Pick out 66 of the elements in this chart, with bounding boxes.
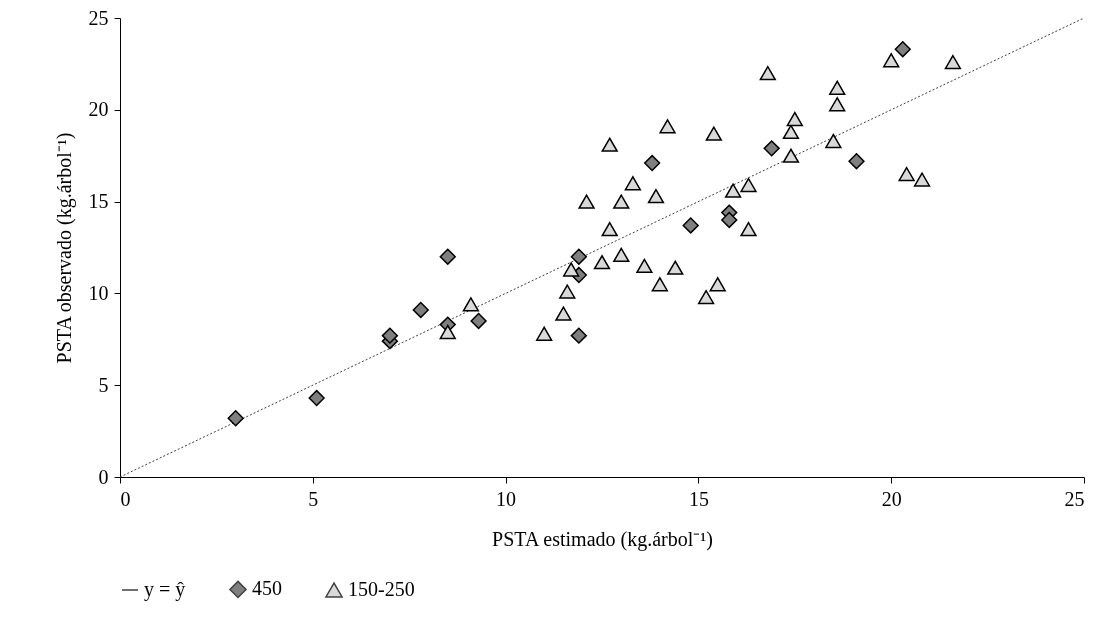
point bbox=[848, 153, 865, 170]
y-tick-label: 10 bbox=[88, 281, 109, 304]
point bbox=[709, 277, 726, 292]
point bbox=[470, 312, 487, 330]
point bbox=[782, 148, 800, 163]
x-tick-label: 25 bbox=[1064, 487, 1085, 510]
point bbox=[578, 194, 595, 209]
point bbox=[740, 221, 757, 237]
x-tick-label: 0 bbox=[120, 487, 131, 510]
point bbox=[308, 389, 325, 407]
point bbox=[697, 289, 715, 305]
point bbox=[462, 297, 480, 312]
y-tick-label: 15 bbox=[88, 190, 109, 213]
point bbox=[829, 80, 846, 95]
y-tick-label: 25 bbox=[88, 6, 109, 29]
legend-label: 150-250 bbox=[348, 578, 415, 600]
point bbox=[651, 277, 669, 292]
point bbox=[763, 140, 780, 157]
point bbox=[724, 183, 742, 198]
legend-label: 450 bbox=[252, 577, 282, 600]
point bbox=[601, 221, 618, 237]
point bbox=[636, 258, 653, 274]
point bbox=[667, 260, 684, 275]
x-tick-label: 20 bbox=[881, 487, 902, 510]
point bbox=[883, 53, 900, 68]
point bbox=[705, 126, 722, 141]
x-tick-label: 10 bbox=[496, 487, 517, 510]
point bbox=[829, 97, 846, 112]
point bbox=[381, 327, 399, 344]
x-axis-title: PSTA estimado (kg.árbol⁻¹) bbox=[492, 527, 713, 551]
point bbox=[535, 326, 553, 341]
point bbox=[944, 54, 962, 70]
point bbox=[721, 211, 738, 229]
point bbox=[439, 324, 456, 340]
point bbox=[570, 327, 588, 344]
legend-label: y = ŷ bbox=[144, 578, 186, 601]
point bbox=[759, 65, 776, 81]
point bbox=[562, 262, 580, 277]
point bbox=[613, 247, 630, 263]
x-tick-label: 5 bbox=[308, 487, 319, 510]
point bbox=[624, 176, 642, 191]
point bbox=[613, 194, 630, 209]
y-axis-title: PSTA observado (kg.árbol⁻¹) bbox=[52, 132, 76, 364]
point bbox=[227, 410, 244, 427]
point bbox=[412, 301, 429, 319]
point bbox=[439, 248, 456, 265]
point bbox=[682, 217, 699, 234]
point bbox=[782, 124, 800, 140]
point bbox=[740, 177, 757, 193]
point bbox=[786, 111, 803, 127]
point bbox=[570, 248, 588, 265]
point bbox=[647, 188, 665, 204]
point bbox=[601, 137, 618, 152]
y-tick-label: 0 bbox=[98, 465, 109, 488]
x-tick-label: 15 bbox=[688, 487, 709, 510]
point bbox=[643, 154, 661, 172]
point bbox=[898, 166, 915, 182]
point bbox=[913, 172, 931, 187]
y-tick-label: 20 bbox=[88, 98, 109, 121]
point bbox=[559, 284, 576, 299]
point bbox=[894, 41, 911, 58]
point bbox=[555, 306, 572, 321]
point bbox=[593, 255, 611, 270]
y-tick-label: 5 bbox=[98, 373, 109, 396]
point bbox=[825, 133, 842, 149]
point bbox=[659, 119, 676, 134]
